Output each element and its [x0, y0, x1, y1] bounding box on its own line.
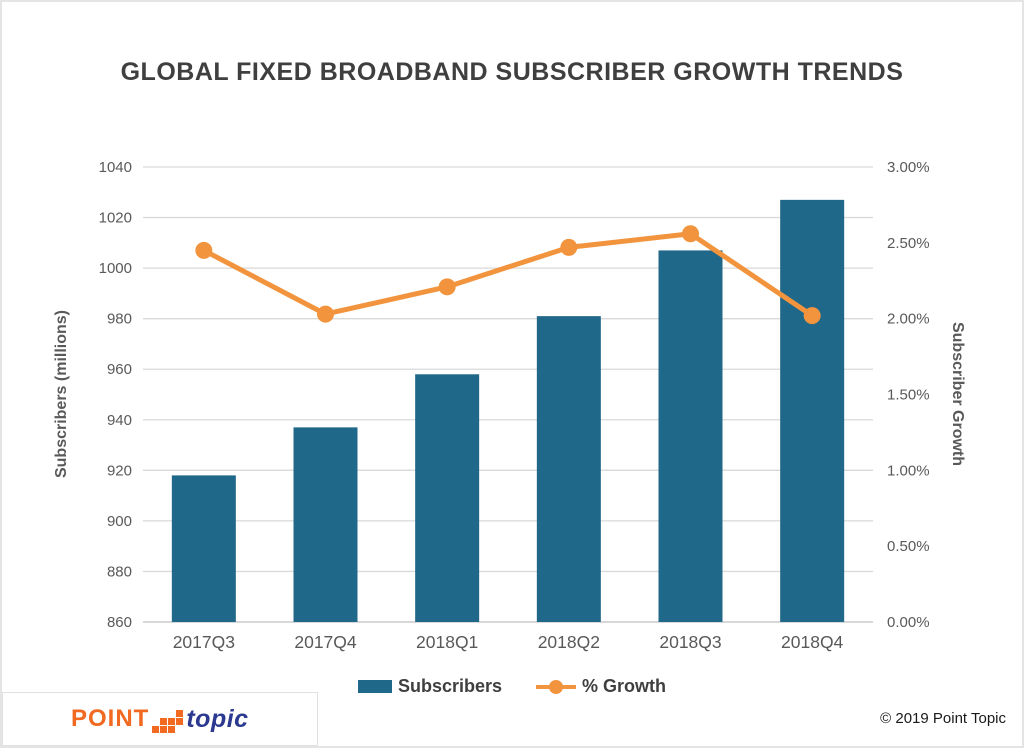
- right-tick-label: 1.00%: [887, 462, 930, 479]
- logo-squares-icon: [152, 709, 184, 733]
- copyright-text: © 2019 Point Topic: [880, 710, 1006, 727]
- left-tick-label: 940: [107, 412, 132, 429]
- growth-line: [201, 231, 815, 319]
- right-tick-label: 2.00%: [887, 311, 930, 328]
- left-tick-label: 880: [107, 563, 132, 580]
- chart-title: GLOBAL FIXED BROADBAND SUBSCRIBER GROWTH…: [120, 58, 904, 86]
- growth-point: [438, 278, 456, 296]
- left-tick-label: 1020: [99, 210, 132, 227]
- category-label: 2017Q4: [294, 632, 357, 652]
- point-topic-logo: POINT topic: [2, 692, 318, 746]
- left-tick-label: 1000: [99, 260, 132, 277]
- subscribers-bar: [780, 199, 845, 622]
- legend-item-growth: % Growth: [536, 676, 666, 697]
- category-label: 2018Q3: [659, 632, 721, 652]
- left-tick-label: 960: [107, 361, 132, 378]
- growth-line-swatch-icon: [536, 679, 577, 694]
- category-label: 2018Q4: [781, 632, 844, 652]
- logo-point-text: POINT: [71, 705, 150, 732]
- category-label: 2018Q1: [416, 632, 478, 652]
- left-tick-label: 980: [107, 311, 132, 328]
- left-tick-label: 860: [107, 614, 132, 631]
- subscribers-bar: [658, 250, 723, 622]
- subscribers-bar: [171, 475, 236, 622]
- right-tick-label: 0.50%: [887, 538, 930, 555]
- left-tick-label: 920: [107, 462, 132, 479]
- legend-label-growth: % Growth: [582, 676, 667, 696]
- legend-item-subscribers: Subscribers: [357, 676, 503, 697]
- growth-dot-glyph: [549, 679, 564, 694]
- growth-point: [317, 305, 334, 323]
- growth-point: [803, 307, 821, 325]
- logo-topic-text: topic: [186, 704, 249, 733]
- category-label: 2017Q3: [173, 632, 235, 652]
- subscribers-bar: [415, 374, 480, 622]
- subscribers-bar: [293, 427, 358, 622]
- right-tick-label: 3.00%: [887, 159, 930, 176]
- growth-point: [682, 225, 699, 243]
- left-tick-label: 1040: [99, 159, 132, 176]
- growth-point: [195, 241, 213, 259]
- chart-legend: Subscribers % Growth: [2, 676, 1022, 697]
- left-tick-label: 900: [107, 513, 132, 530]
- growth-point: [560, 238, 578, 256]
- category-label: 2018Q2: [538, 632, 600, 652]
- subscribers-bar: [536, 316, 601, 622]
- right-tick-label: 1.50%: [887, 387, 930, 404]
- right-tick-label: 2.50%: [887, 235, 930, 252]
- legend-label-subscribers: Subscribers: [397, 676, 503, 696]
- subscribers-bar-swatch-icon: [357, 680, 392, 693]
- right-tick-label: 0.00%: [887, 614, 930, 631]
